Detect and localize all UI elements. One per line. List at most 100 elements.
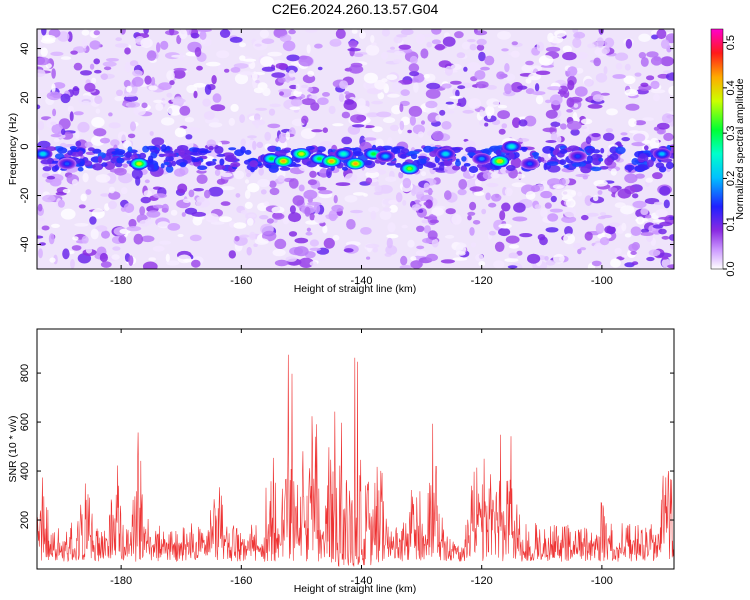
heatmap-band-cell [69,146,77,150]
heatmap-cell [391,105,402,115]
heatmap-cell [293,246,309,257]
heatmap-cell [630,226,642,236]
heatmap-cell [60,56,72,60]
heatmap-cell [351,29,358,34]
heatmap-cell [262,230,277,242]
heatmap-cell [475,253,484,262]
heatmap-cell [41,29,47,36]
heatmap-band-cell [181,153,191,160]
heatmap-cell [410,256,417,261]
heatmap-cell [277,77,287,83]
heatmap-cell [306,44,311,54]
heatmap-cell [511,182,526,188]
heatmap-cell [550,121,561,128]
heatmap-cell [410,260,423,269]
heatmap-cell [89,40,101,50]
heatmap-y-tick-label: 40 [19,42,31,54]
heatmap-cell [133,105,146,116]
heatmap-cell [479,109,485,117]
heatmap-cell [569,96,583,103]
heatmap-cell [245,212,257,220]
heatmap-cell [145,218,154,225]
heatmap-cell [474,70,486,80]
heatmap-cell [544,256,549,261]
heatmap-cell [51,223,60,228]
heatmap-cell [140,37,153,49]
heatmap-cell [496,71,506,80]
heatmap-cell [418,208,424,213]
heatmap-cell [277,175,285,183]
heatmap-band-cell [571,162,582,167]
heatmap-cell [230,103,239,112]
heatmap-cell [586,212,599,217]
heatmap-cell [140,196,151,204]
heatmap-band-cell [225,154,237,163]
heatmap-cell [191,259,201,268]
heatmap-cell [426,82,441,90]
heatmap-cell [393,35,403,44]
heatmap-cell [196,196,205,203]
heatmap-cell [665,72,674,81]
heatmap-cell [53,138,60,143]
heatmap-band-cell [395,163,403,168]
heatmap-cell [85,189,92,195]
heatmap-cell [128,255,134,266]
heatmap-cell [269,103,282,108]
heatmap-cell [630,251,637,255]
heatmap-cell [537,234,546,241]
heatmap-cell [326,167,332,179]
heatmap-cell [146,210,161,218]
heatmap-cell [390,46,395,50]
heatmap-cell [311,129,323,133]
heatmap-cell [185,134,193,140]
heatmap-cell [184,117,195,123]
heatmap-band-cell [567,145,580,151]
heatmap-cell [467,39,476,43]
heatmap-band-cell [163,161,170,166]
heatmap-cell [454,31,464,39]
heatmap-cell [402,177,412,189]
heatmap-cell [259,29,270,39]
heatmap-band-cell [563,164,570,168]
heatmap-cell [481,208,487,215]
heatmap-cell [117,131,128,142]
heatmap-cell [542,127,556,133]
heatmap-cell [663,132,674,142]
heatmap-cell [72,86,80,96]
heatmap-cell [89,216,97,225]
heatmap-cell [425,199,433,209]
heatmap-cell [484,55,495,66]
heatmap-cell [343,248,354,253]
heatmap-cell [365,166,379,173]
heatmap-cell [373,191,383,196]
heatmap-band-cell [197,165,208,170]
heatmap-cell [104,161,116,171]
heatmap-band-cell [468,166,479,173]
heatmap-cell [525,60,534,66]
heatmap-band-cell [42,166,52,172]
heatmap-cell [445,234,455,239]
heatmap-band-cell [127,146,133,152]
heatmap-cell [307,201,322,206]
heatmap-cell [656,252,672,258]
heatmap-cell [177,183,188,194]
heatmap-band-cell [455,158,460,162]
heatmap-cell [122,93,138,97]
heatmap-cell [615,52,629,61]
heatmap-cell [416,225,425,232]
heatmap-band-cell [559,148,568,154]
heatmap-cell [423,74,430,79]
heatmap-band-cell [101,162,108,167]
heatmap-cell [199,30,207,40]
heatmap-band-cell [590,166,602,172]
heatmap-cell [49,257,56,263]
heatmap-cell [95,108,101,114]
heatmap-band-cell [192,158,200,162]
heatmap-band-cell [539,157,545,162]
heatmap-band-cell [83,160,93,167]
heatmap-band-cell [559,159,567,166]
heatmap-band-cell [615,146,626,155]
heatmap-cell [148,85,158,91]
heatmap-cell [591,260,602,267]
heatmap-cell [554,29,567,38]
